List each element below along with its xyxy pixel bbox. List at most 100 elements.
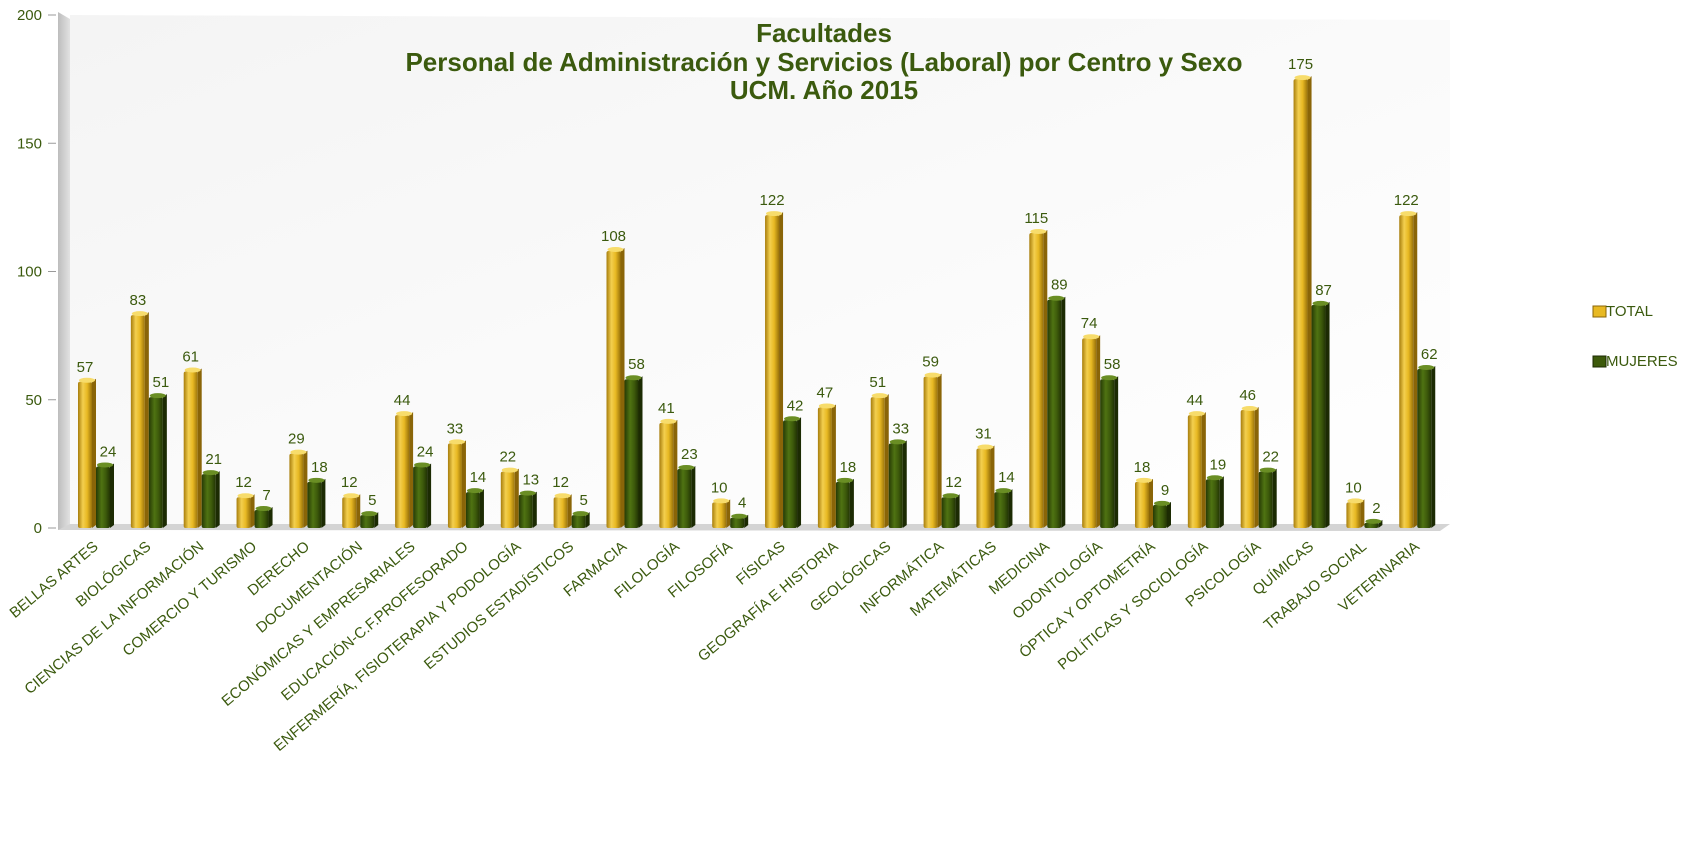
bar-mujeres-psicologia: [1258, 467, 1277, 528]
bar-mujeres-quimicas: [1311, 300, 1330, 528]
value-label-total-optica-y-optometria: 18: [1134, 459, 1151, 476]
value-label-total-trabajo-social: 10: [1345, 479, 1362, 496]
bar-total-psicologia: [1240, 406, 1259, 528]
y-tick-label: 0: [34, 520, 42, 537]
value-label-total-enfermeria-fisioterapia-y-podologia: 22: [499, 449, 516, 466]
value-label-mujeres-estudios-estadisticos: 5: [579, 492, 587, 509]
bar-total-farmacia: [606, 246, 625, 529]
chart-title-line-1: Facultades: [756, 18, 892, 48]
bar-mujeres-enfermeria-fisioterapia-y-podologia: [518, 490, 537, 528]
value-label-mujeres-farmacia: 58: [628, 356, 645, 373]
bar-total-politicas-y-sociologia: [1187, 411, 1206, 528]
bar-total-geografia-e-historia: [817, 403, 836, 528]
value-label-total-documentacion: 12: [341, 474, 358, 491]
value-label-mujeres-filologia: 23: [681, 446, 698, 463]
bar-mujeres-biologicas: [148, 393, 167, 528]
bar-mujeres-matematicas: [994, 488, 1013, 528]
bar-mujeres-odontologia: [1100, 375, 1119, 528]
bar-mujeres-documentacion: [360, 511, 379, 528]
value-label-total-ciencias-de-la-informacion: 61: [182, 349, 199, 366]
legend-swatch: [1592, 305, 1607, 318]
bar-total-filosofia: [712, 498, 731, 528]
value-label-mujeres-bellas-artes: 24: [100, 443, 117, 460]
bar-total-veterinaria: [1399, 211, 1418, 528]
bar-mujeres-farmacia: [624, 375, 643, 528]
value-label-total-filologia: 41: [658, 400, 675, 417]
value-label-mujeres-educacion-c-f-profesorado: 14: [470, 469, 487, 486]
legend-item-total: TOTAL: [1592, 303, 1653, 320]
chart-title-line-3: UCM. Año 2015: [730, 75, 918, 105]
bar-total-ciencias-de-la-informacion: [183, 367, 202, 528]
value-label-mujeres-veterinaria: 62: [1421, 346, 1438, 363]
value-label-mujeres-comercio-y-turismo: 7: [262, 487, 270, 504]
bar-total-matematicas: [976, 444, 995, 528]
y-tick-label: 150: [17, 135, 42, 152]
bar-mujeres-medicina: [1047, 295, 1066, 528]
value-label-total-filosofia: 10: [711, 479, 728, 496]
bar-mujeres-optica-y-optometria: [1153, 500, 1171, 528]
value-label-total-odontologia: 74: [1081, 315, 1098, 332]
value-label-mujeres-informatica: 12: [945, 474, 962, 491]
bar-total-geologicas: [870, 393, 889, 528]
bar-mujeres-politicas-y-sociologia: [1205, 475, 1224, 528]
bar-total-medicina: [1029, 229, 1048, 528]
value-label-mujeres-geologicas: 33: [892, 420, 909, 437]
value-label-total-politicas-y-sociologia: 44: [1187, 392, 1204, 409]
value-label-mujeres-ciencias-de-la-informacion: 21: [205, 451, 222, 468]
value-label-mujeres-quimicas: 87: [1315, 282, 1332, 299]
value-label-mujeres-derecho: 18: [311, 459, 328, 476]
bar-total-economicas-y-empresariales: [395, 411, 414, 528]
value-label-mujeres-enfermeria-fisioterapia-y-podologia: 13: [522, 472, 539, 489]
value-label-total-biologicas: 83: [130, 292, 147, 309]
bar-mujeres-economicas-y-empresariales: [413, 462, 432, 528]
chart-title-line-2: Personal de Administración y Servicios (…: [405, 47, 1242, 77]
value-label-mujeres-odontologia: 58: [1104, 356, 1121, 373]
y-tick-label: 50: [25, 392, 42, 409]
value-label-mujeres-geografia-e-historia: 18: [840, 459, 857, 476]
category-label-educacion-c-f-profesorado: EDUCACIÓN-C.F.PROFESORADO: [278, 538, 472, 704]
value-label-total-geologicas: 51: [869, 374, 886, 391]
value-label-total-geografia-e-historia: 47: [817, 384, 834, 401]
bar-total-fisicas: [765, 211, 784, 528]
bar-total-odontologia: [1082, 334, 1101, 528]
bar-total-trabajo-social: [1346, 498, 1365, 528]
bar-total-bellas-artes: [78, 377, 96, 528]
value-label-mujeres-optica-y-optometria: 9: [1161, 482, 1169, 499]
bar-mujeres-estudios-estadisticos: [571, 511, 590, 528]
legend-label: MUJERES: [1606, 353, 1678, 370]
bar-total-educacion-c-f-profesorado: [447, 439, 466, 528]
bar-mujeres-filologia: [677, 465, 696, 528]
category-label-bellas-artes: BELLAS ARTES: [7, 538, 102, 622]
bar-mujeres-geologicas: [888, 439, 907, 528]
bar-total-comercio-y-turismo: [236, 493, 255, 528]
legend-label: TOTAL: [1606, 303, 1653, 320]
bar-total-optica-y-optometria: [1135, 477, 1153, 528]
value-label-total-farmacia: 108: [601, 228, 626, 245]
bar-mujeres-informatica: [941, 493, 960, 528]
bar-mujeres-fisicas: [783, 416, 802, 528]
value-label-total-economicas-y-empresariales: 44: [394, 392, 411, 409]
value-label-mujeres-matematicas: 14: [998, 469, 1015, 486]
bar-total-documentacion: [342, 493, 361, 528]
value-label-mujeres-fisicas: 42: [787, 397, 804, 414]
value-label-total-estudios-estadisticos: 12: [552, 474, 569, 491]
value-label-mujeres-biologicas: 51: [153, 374, 170, 391]
bar-mujeres-ciencias-de-la-informacion: [201, 470, 220, 528]
bar-mujeres-veterinaria: [1417, 364, 1436, 528]
bar-total-estudios-estadisticos: [553, 493, 572, 528]
value-label-total-informatica: 59: [922, 354, 939, 371]
value-label-mujeres-economicas-y-empresariales: 24: [417, 443, 434, 460]
y-tick-label: 200: [17, 7, 42, 24]
bar-mujeres-educacion-c-f-profesorado: [465, 488, 484, 528]
value-label-mujeres-trabajo-social: 2: [1372, 500, 1380, 517]
bar-total-informatica: [923, 372, 942, 528]
value-label-total-matematicas: 31: [975, 425, 992, 442]
value-label-total-veterinaria: 122: [1394, 192, 1419, 209]
value-label-total-quimicas: 175: [1288, 56, 1313, 73]
value-label-mujeres-documentacion: 5: [368, 492, 376, 509]
bar-mujeres-trabajo-social: [1364, 518, 1383, 528]
value-label-total-psicologia: 46: [1239, 387, 1256, 404]
legend-item-mujeres: MUJERES: [1592, 353, 1678, 370]
